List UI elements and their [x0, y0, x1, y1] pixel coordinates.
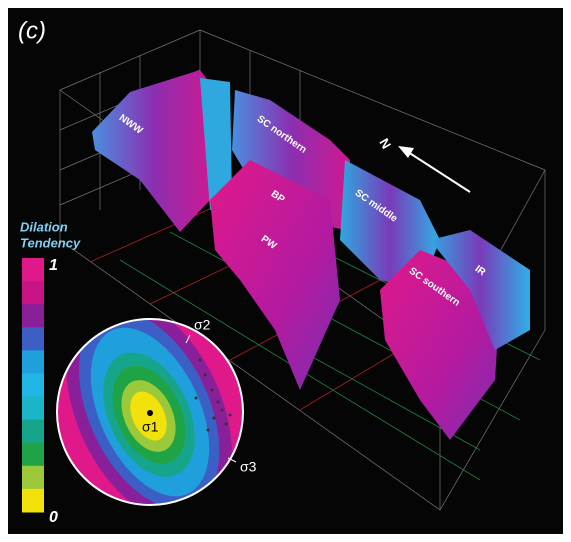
colorbar-swatch: [22, 304, 44, 328]
colorbar-swatch: [22, 258, 44, 282]
colorbar-swatch: [22, 281, 44, 305]
sigma-label: σ3: [240, 459, 257, 475]
colorbar-swatch: [22, 466, 44, 490]
legend-title: Dilation: [20, 219, 68, 234]
sigma-label: σ2: [194, 317, 211, 333]
legend-min: 0: [49, 509, 58, 526]
colorbar: [22, 258, 44, 513]
colorbar-swatch: [22, 373, 44, 397]
legend-max: 1: [49, 257, 58, 274]
figure: NWW SC northern BP PW SC middle SC south…: [0, 0, 571, 542]
colorbar-swatch: [22, 350, 44, 374]
colorbar-swatch: [22, 397, 44, 421]
colorbar-swatch: [22, 420, 44, 444]
colorbar-swatch: [22, 327, 44, 351]
legend-title: Tendency: [20, 235, 81, 250]
panel-label: (c): [18, 17, 46, 44]
colorbar-swatch: [22, 443, 44, 467]
colorbar-swatch: [22, 489, 44, 513]
sigma-label: σ1: [142, 419, 159, 435]
